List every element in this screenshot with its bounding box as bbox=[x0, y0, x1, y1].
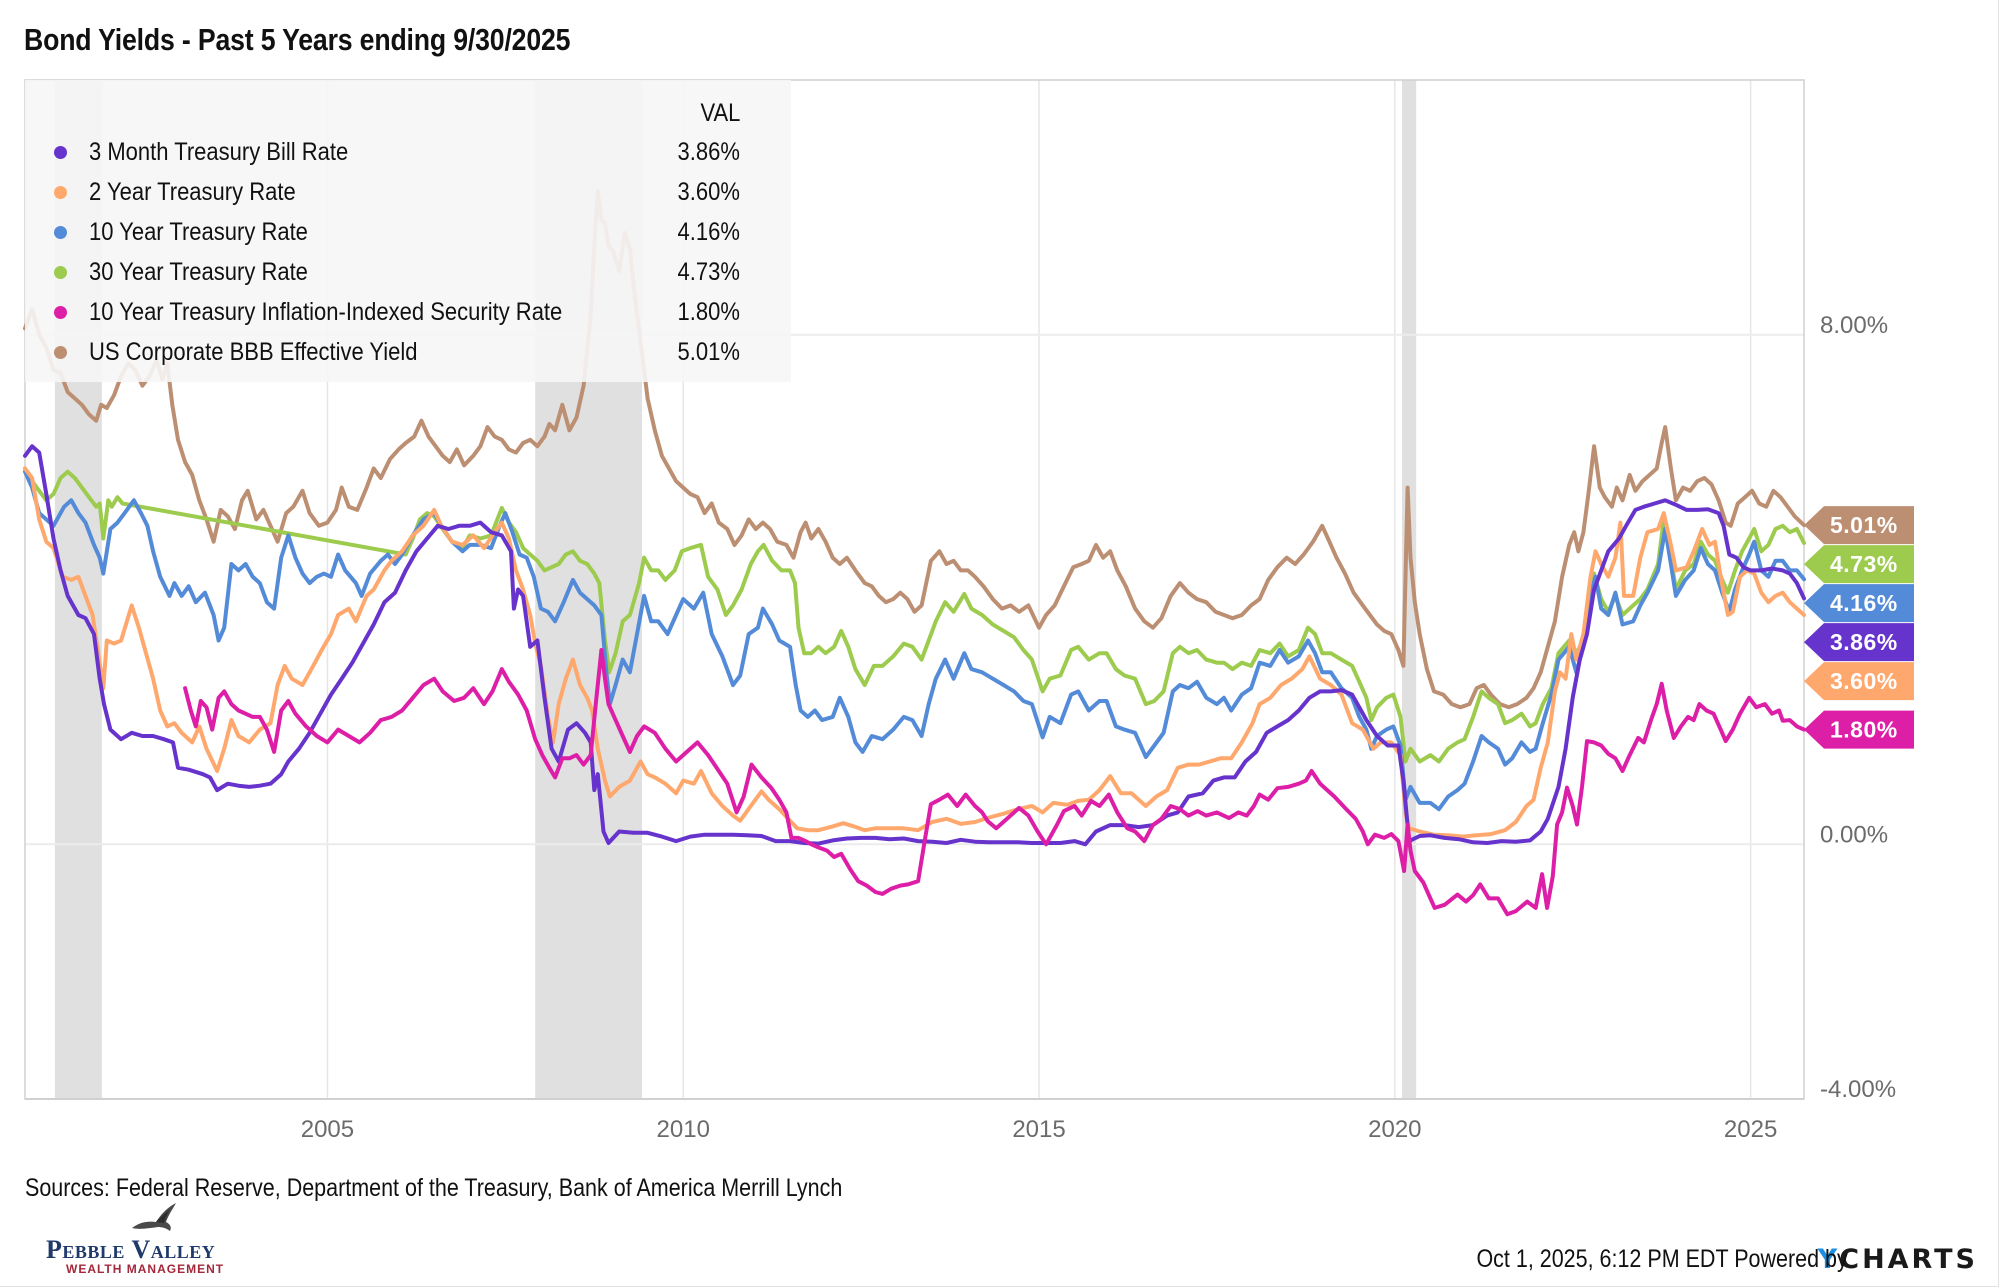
end-tag-1: 3.86% bbox=[1804, 623, 1914, 662]
legend-label: 10 Year Treasury Rate bbox=[89, 218, 308, 246]
legend-label: US Corporate BBB Effective Yield bbox=[89, 338, 418, 366]
x-tick-label: 2010 bbox=[657, 1116, 710, 1143]
end-tag-label: 3.86% bbox=[1830, 629, 1898, 655]
legend-value: 3.60% bbox=[677, 178, 740, 206]
x-tick-label: 2005 bbox=[301, 1116, 354, 1143]
legend-item[interactable]: 3 Month Treasury Bill Rate 3.86% bbox=[25, 132, 791, 172]
sources-note: Sources: Federal Reserve, Department of … bbox=[25, 1174, 843, 1202]
y-tick-label: 0.00% bbox=[1820, 821, 1888, 848]
end-tag-6: 5.01% bbox=[1804, 506, 1914, 545]
legend-value: 5.01% bbox=[677, 338, 740, 366]
legend-item[interactable]: 10 Year Treasury Inflation-Indexed Secur… bbox=[25, 292, 791, 332]
legend-label: 2 Year Treasury Rate bbox=[89, 178, 296, 206]
x-tick-label: 2020 bbox=[1368, 1116, 1421, 1143]
legend-dot-icon bbox=[54, 226, 67, 239]
legend-dot-icon bbox=[54, 146, 67, 159]
end-tag-shape bbox=[1804, 584, 1914, 623]
end-tag-3: 4.16% bbox=[1804, 584, 1914, 623]
legend-value: 3.86% bbox=[677, 138, 740, 166]
logo-subtitle: WEALTH MANAGEMENT bbox=[66, 1262, 225, 1276]
chart-title: Bond Yields - Past 5 Years ending 9/30/2… bbox=[24, 22, 571, 57]
end-tag-2: 3.60% bbox=[1804, 662, 1914, 701]
powered-by-label: Powered by bbox=[1734, 1245, 1848, 1273]
series-line-3 bbox=[23, 469, 1806, 812]
end-tag-shape bbox=[1804, 623, 1914, 662]
legend-dot-icon bbox=[54, 266, 67, 279]
legend-item[interactable]: US Corporate BBB Effective Yield 5.01% bbox=[25, 332, 791, 372]
end-tag-5: 1.80% bbox=[1804, 710, 1914, 749]
series-line-4 bbox=[23, 466, 1806, 764]
ycharts-logo-y: Y bbox=[1817, 1243, 1840, 1275]
eagle-icon bbox=[132, 1203, 176, 1231]
legend-item[interactable]: 2 Year Treasury Rate 3.60% bbox=[25, 172, 791, 212]
x-tick-label: 2025 bbox=[1724, 1116, 1777, 1143]
y-tick-label: -4.00% bbox=[1820, 1076, 1896, 1103]
end-tag-shape bbox=[1804, 545, 1914, 584]
y-axis: 8.00% 0.00% -4.00% bbox=[1820, 312, 1896, 1103]
end-value-tags: 5.01% 4.73% 4.16% 3.86% 3.60% 1.80% bbox=[1804, 506, 1914, 749]
end-tag-shape bbox=[1804, 710, 1914, 749]
legend-item[interactable]: 10 Year Treasury Rate 4.16% bbox=[25, 212, 791, 252]
end-tag-label: 3.60% bbox=[1830, 668, 1898, 694]
ycharts-logo-text: CHARTS bbox=[1839, 1243, 1978, 1275]
legend-value-header: VAL bbox=[700, 99, 740, 127]
legend-label: 10 Year Treasury Inflation-Indexed Secur… bbox=[89, 298, 563, 326]
end-tag-label: 4.73% bbox=[1830, 551, 1898, 577]
logo-name: Pebble Valley bbox=[46, 1235, 216, 1264]
end-tag-4: 4.73% bbox=[1804, 545, 1914, 584]
legend: VAL 3 Month Treasury Bill Rate 3.86% 2 Yea… bbox=[25, 80, 791, 382]
x-tick-label: 2015 bbox=[1012, 1116, 1065, 1143]
timestamp: Oct 1, 2025, 6:12 PM EDT bbox=[1476, 1245, 1729, 1273]
end-tag-shape bbox=[1804, 506, 1914, 545]
legend-dot-icon bbox=[54, 306, 67, 319]
series-line-1 bbox=[23, 444, 1806, 847]
legend-label: 30 Year Treasury Rate bbox=[89, 258, 308, 286]
legend-dot-icon bbox=[54, 346, 67, 359]
end-tag-label: 5.01% bbox=[1830, 512, 1898, 538]
ycharts-logo[interactable]: YCHARTS bbox=[1818, 1244, 1978, 1275]
legend-label: 3 Month Treasury Bill Rate bbox=[89, 138, 349, 166]
end-tag-label: 1.80% bbox=[1830, 717, 1898, 743]
series-line-6 bbox=[23, 189, 1806, 710]
legend-value: 4.16% bbox=[677, 218, 740, 246]
x-axis: 2005 2010 2015 2020 2025 bbox=[25, 1098, 1804, 1143]
end-tag-shape bbox=[1804, 662, 1914, 701]
series-lines bbox=[23, 189, 1806, 917]
y-tick-label: 8.00% bbox=[1820, 312, 1888, 339]
legend-value: 1.80% bbox=[677, 298, 740, 326]
pebble-valley-logo: Pebble Valley WEALTH MANAGEMENT bbox=[40, 1202, 280, 1282]
series-line-5 bbox=[183, 648, 1806, 917]
legend-item[interactable]: 30 Year Treasury Rate 4.73% bbox=[25, 252, 791, 292]
legend-dot-icon bbox=[54, 186, 67, 199]
series-line-2 bbox=[23, 466, 1806, 839]
legend-value: 4.73% bbox=[677, 258, 740, 286]
footer: Oct 1, 2025, 6:12 PM EDT Powered by YCHA… bbox=[1416, 1243, 1978, 1275]
footer-attribution: Oct 1, 2025, 6:12 PM EDT Powered by bbox=[1476, 1244, 1847, 1274]
end-tag-label: 4.16% bbox=[1830, 590, 1898, 616]
